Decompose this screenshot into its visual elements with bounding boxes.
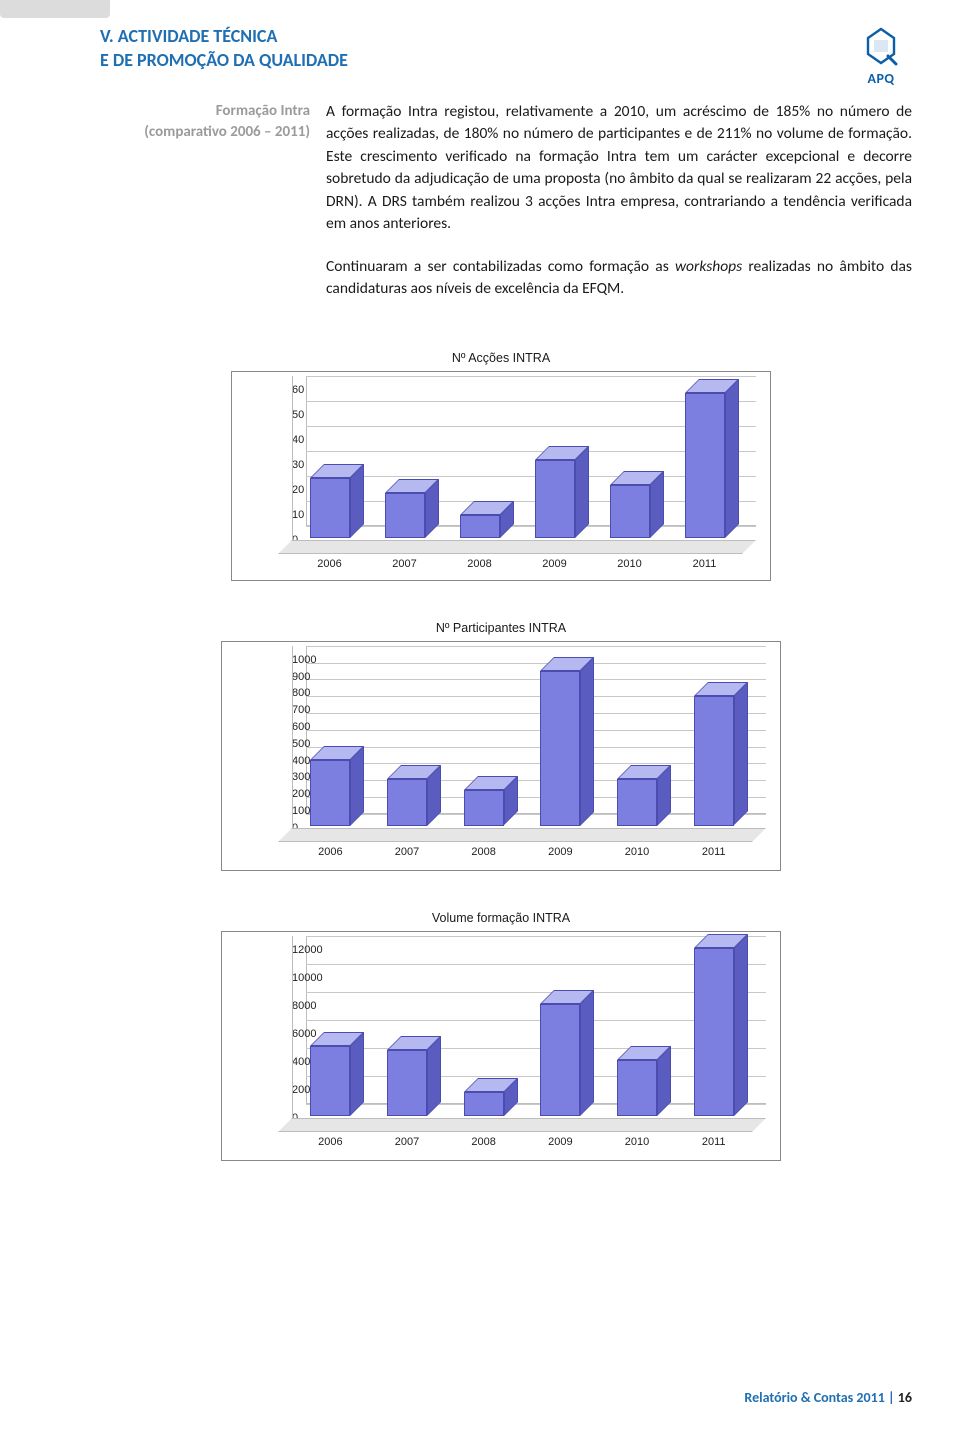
bar [617,779,657,826]
bar [464,790,504,825]
x-tick: 2008 [467,540,491,570]
section-title-line-1: V. ACTIVIDADE TÉCNICA [100,24,348,48]
bar [610,485,650,538]
apq-logo-icon [860,26,902,68]
side-title: Formação Intra [20,101,310,122]
x-tick: 2007 [392,540,416,570]
x-tick: 2011 [702,1118,726,1148]
paragraph-1: A formação Intra registou, relativamente… [326,101,912,236]
chart-3: 0200040006000800010000120002006200720082… [221,931,781,1161]
tab-stub [0,0,110,18]
section-title: V. ACTIVIDADE TÉCNICA E DE PROMOÇÃO DA Q… [20,24,348,73]
chart-1-wrap: Nº Acções INTRA 010203040506020062007200… [231,351,771,581]
x-tick: 2007 [395,1118,419,1148]
bar [535,460,575,538]
bar [464,1092,504,1116]
bar [685,393,725,538]
x-tick: 2010 [625,828,649,858]
chart-2-title: Nº Participantes INTRA [436,621,566,635]
footer-brand: Relatório & Contas 2011 [744,1389,884,1406]
bar [387,1050,427,1116]
bar [310,478,350,538]
paragraph-2-italic: workshops [675,257,742,276]
footer-sep: | [885,1389,898,1406]
x-tick: 2006 [318,1118,342,1148]
chart-1: 0102030405060200620072008200920102011 [231,371,771,581]
chart-2: 0100200300400500600700800900100020062007… [221,641,781,871]
x-tick: 2007 [395,828,419,858]
bar [385,493,425,538]
x-tick: 2010 [617,540,641,570]
x-tick: 2006 [317,540,341,570]
bar [694,948,734,1116]
x-tick: 2008 [471,1118,495,1148]
chart-3-title: Volume formação INTRA [432,911,570,925]
bar [540,1004,580,1116]
bar [387,779,427,826]
side-subtitle: (comparativo 2006 – 2011) [20,122,310,143]
main-column: A formação Intra registou, relativamente… [326,101,912,321]
x-tick: 2009 [542,540,566,570]
paragraph-2-a: Continuaram a ser contabilizadas como fo… [326,257,675,276]
x-tick: 2011 [693,540,717,570]
section-title-line-2: E DE PROMOÇÃO DA QUALIDADE [100,48,348,72]
bar [310,1046,350,1116]
x-tick: 2009 [548,828,572,858]
paragraph-2: Continuaram a ser contabilizadas como fo… [326,256,912,301]
chart-1-title: Nº Acções INTRA [452,351,550,365]
x-tick: 2011 [702,828,726,858]
side-column: Formação Intra (comparativo 2006 – 2011) [20,101,310,321]
x-tick: 2009 [548,1118,572,1148]
footer-page: 16 [898,1389,912,1406]
charts-container: Nº Acções INTRA 010203040506020062007200… [90,351,912,1161]
bar [694,696,734,825]
x-tick: 2008 [471,828,495,858]
bar [540,671,580,826]
logo: APQ [850,26,912,87]
chart-3-wrap: Volume formação INTRA 020004000600080001… [221,911,781,1161]
bar [617,1060,657,1116]
x-tick: 2006 [318,828,342,858]
footer: Relatório & Contas 2011 | 16 [744,1389,912,1406]
chart-2-wrap: Nº Participantes INTRA 01002003004005006… [221,621,781,871]
page: V. ACTIVIDADE TÉCNICA E DE PROMOÇÃO DA Q… [0,0,960,1430]
body-row: Formação Intra (comparativo 2006 – 2011)… [20,101,912,321]
logo-text: APQ [867,70,894,87]
bar [310,760,350,826]
header-row: V. ACTIVIDADE TÉCNICA E DE PROMOÇÃO DA Q… [20,24,912,87]
x-tick: 2010 [625,1118,649,1148]
bar [460,515,500,538]
